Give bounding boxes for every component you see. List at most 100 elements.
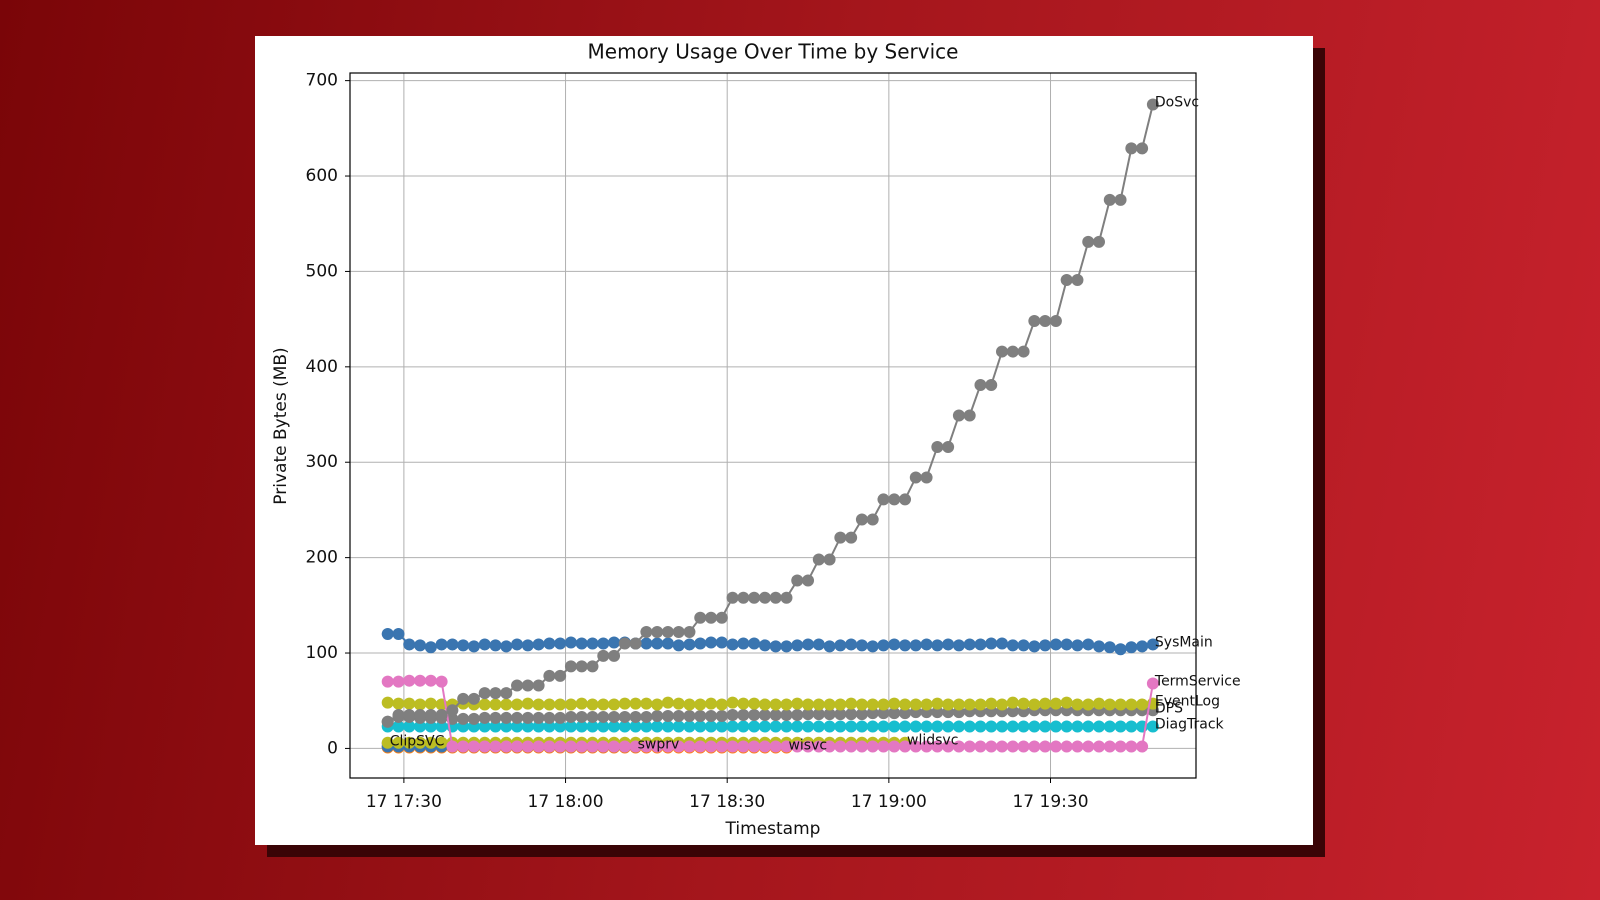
data-point (672, 709, 685, 722)
data-point (661, 709, 674, 722)
data-point (909, 471, 922, 484)
data-point (715, 636, 728, 649)
data-point (812, 708, 825, 721)
data-point (812, 740, 825, 753)
data-point (1071, 639, 1084, 652)
data-point (996, 740, 1009, 753)
data-point (1103, 641, 1116, 654)
data-point (446, 638, 459, 651)
data-point (888, 707, 901, 720)
data-point (672, 626, 685, 639)
data-point (899, 493, 912, 506)
data-point (575, 697, 588, 710)
data-point (963, 698, 976, 711)
data-point (500, 720, 513, 733)
data-point (791, 697, 804, 710)
data-point (511, 638, 524, 651)
y-tick-label: 500 (306, 261, 338, 281)
data-point (618, 740, 631, 753)
data-point (726, 696, 739, 709)
data-point (942, 698, 955, 711)
data-point (931, 639, 944, 652)
data-point (1125, 641, 1138, 654)
data-point (834, 708, 847, 721)
data-point (661, 696, 674, 709)
data-point (1125, 142, 1138, 155)
data-point (737, 591, 750, 604)
data-point (952, 720, 965, 733)
data-point (457, 692, 470, 705)
data-point (1028, 720, 1041, 733)
data-point (608, 636, 621, 649)
data-point (802, 574, 815, 587)
data-point (748, 709, 761, 722)
data-point (1039, 697, 1052, 710)
data-point (392, 627, 405, 640)
data-point (1028, 740, 1041, 753)
data-point (511, 679, 524, 692)
data-point (608, 740, 621, 753)
data-point (694, 720, 707, 733)
data-point (985, 720, 998, 733)
data-point (780, 740, 793, 753)
data-point (834, 720, 847, 733)
data-point (629, 720, 642, 733)
data-point (629, 740, 642, 753)
data-point (554, 669, 567, 682)
data-point (996, 345, 1009, 358)
data-point (737, 697, 750, 710)
data-point (888, 493, 901, 506)
data-point (424, 697, 437, 710)
data-point (381, 736, 394, 749)
data-point (532, 679, 545, 692)
data-point (1103, 740, 1116, 753)
data-point (511, 720, 524, 733)
data-point (446, 740, 459, 753)
y-tick-label: 0 (327, 738, 338, 758)
data-point (521, 679, 534, 692)
data-point (855, 698, 868, 711)
data-point (877, 720, 890, 733)
data-point (392, 709, 405, 722)
data-point (651, 709, 664, 722)
data-point (683, 698, 696, 711)
data-point (489, 639, 502, 652)
data-point (403, 736, 416, 749)
data-point (1082, 638, 1095, 651)
data-point (1071, 698, 1084, 711)
data-point (1060, 740, 1073, 753)
data-point (478, 720, 491, 733)
data-point (457, 740, 470, 753)
data-point (618, 720, 631, 733)
data-point (866, 513, 879, 526)
data-point (381, 627, 394, 640)
data-point (1103, 698, 1116, 711)
data-point (985, 740, 998, 753)
data-point (640, 710, 653, 723)
data-point (521, 711, 534, 724)
data-point (888, 638, 901, 651)
data-point (500, 687, 513, 700)
data-point (791, 639, 804, 652)
data-point (1093, 640, 1106, 653)
data-point (521, 697, 534, 710)
data-point (1093, 235, 1106, 248)
data-point (1146, 677, 1159, 690)
data-point (543, 711, 556, 724)
data-point (608, 698, 621, 711)
data-point (392, 697, 405, 710)
data-point (909, 720, 922, 733)
data-point (780, 709, 793, 722)
data-point (1146, 98, 1159, 111)
data-point (845, 531, 858, 544)
data-point (769, 740, 782, 753)
data-point (920, 471, 933, 484)
data-point (1017, 639, 1030, 652)
data-point (758, 698, 771, 711)
data-point (381, 696, 394, 709)
data-point (532, 740, 545, 753)
series-label: DoSvc (1155, 94, 1199, 110)
data-point (952, 639, 965, 652)
data-point (457, 712, 470, 725)
chart-title: Memory Usage Over Time by Service (588, 40, 959, 64)
